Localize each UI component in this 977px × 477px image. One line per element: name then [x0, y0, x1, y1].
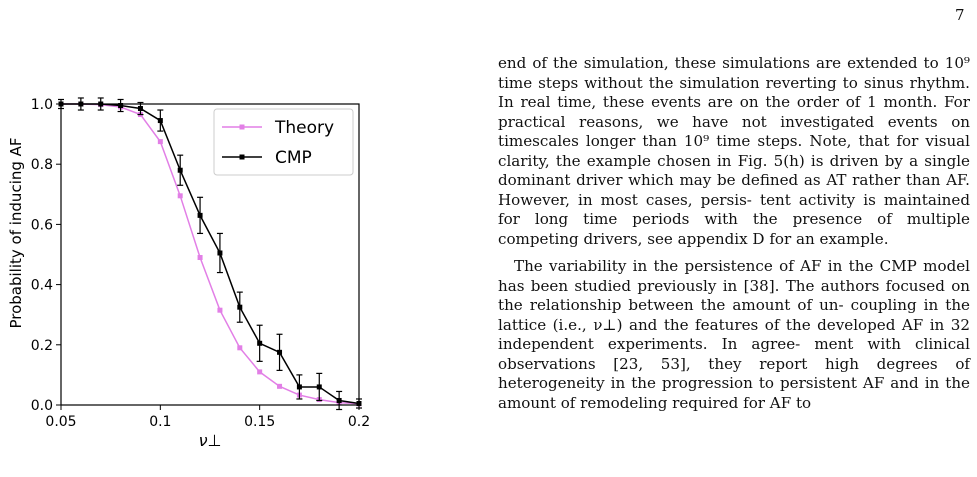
legend-box — [213, 108, 354, 176]
text-line: The variability in the persistence of AF… — [514, 257, 917, 275]
y-tick-label: 0.2 — [31, 338, 53, 354]
data-point-cmp — [336, 397, 342, 403]
data-point-cmp — [118, 103, 124, 109]
data-point-cmp — [197, 212, 203, 218]
data-point-theory — [277, 383, 283, 389]
text-line: AF and in the amount of remodeling requi… — [498, 374, 970, 412]
series-cmp — [58, 97, 362, 411]
y-tick-label: 0.8 — [31, 157, 53, 173]
x-axis-label: ν⊥ — [199, 431, 222, 450]
data-point-theory — [257, 369, 263, 375]
text-line: ment with clinical observations [23, 53]… — [498, 335, 970, 373]
data-point-cmp — [257, 340, 263, 346]
data-point-theory — [177, 193, 183, 199]
data-point-theory — [197, 255, 203, 261]
data-point-theory — [217, 307, 223, 313]
series-line-theory — [61, 103, 360, 405]
text-line: presence of multiple competing drivers, … — [498, 210, 970, 248]
y-axis-label-group: Probability of inducing AF — [7, 137, 25, 328]
legend-marker-cmp — [239, 154, 245, 160]
text-line: driven by a single dominant driver which… — [498, 151, 970, 190]
text-line: focused on the relationship between the … — [498, 276, 970, 315]
legend-label-theory: Theory — [274, 118, 334, 138]
y-tick-label: 0.4 — [31, 278, 53, 294]
y-tick-label: 1.0 — [31, 97, 53, 113]
text-line: end of the simulation, these simulations… — [498, 54, 939, 72]
data-point-theory — [157, 139, 163, 145]
text-line: 10⁹ time steps without the simulation re… — [498, 54, 970, 92]
legend: Theory CMP — [213, 108, 354, 176]
text-line: degrees of heterogeneity in the progress… — [498, 354, 970, 393]
x-tick-label: 0.2 — [348, 414, 370, 430]
text-line: as AT rather than AF. However, in most c… — [498, 171, 970, 209]
series-line-cmp — [61, 103, 360, 405]
data-point-cmp — [316, 384, 322, 390]
data-point-cmp — [177, 167, 183, 173]
legend-label-cmp: CMP — [275, 148, 312, 168]
data-point-cmp — [296, 384, 302, 390]
text-line: developed AF in 32 independent experimen… — [498, 315, 970, 354]
text-line: for an example. — [769, 229, 889, 248]
data-point-cmp — [137, 106, 143, 112]
paragraph-2: The variability in the persistence of AF… — [498, 257, 970, 413]
data-point-theory — [237, 345, 243, 351]
data-point-cmp — [277, 349, 283, 355]
legend-marker-theory — [239, 124, 245, 130]
data-point-cmp — [157, 118, 163, 124]
x-tick-label: 0.15 — [244, 414, 275, 430]
text-line: coupling in the lattice (i.e., ν⊥) and t… — [498, 296, 970, 334]
data-point-cmp — [217, 250, 223, 256]
body-text: end of the simulation, these simulations… — [498, 54, 970, 413]
chart: Probability of inducing AF 0.00.20.40.60… — [7, 97, 370, 450]
x-tick-label: 0.1 — [149, 414, 171, 430]
text-line: month. For practical reasons, we have no… — [498, 93, 970, 131]
y-axis-label: Probability of inducing AF — [7, 137, 25, 328]
plot-frame — [60, 103, 360, 406]
paragraph-1: end of the simulation, these simulations… — [498, 54, 970, 249]
text-line: events on timescales longer than 10⁹ tim… — [498, 112, 971, 151]
page-number: 7 — [955, 6, 965, 24]
text-line: tent activity is maintained for long tim… — [498, 190, 970, 229]
data-point-cmp — [237, 304, 243, 310]
y-tick-label: 0.6 — [31, 217, 53, 233]
text-line: that for visual clarity, the example cho… — [498, 132, 971, 170]
text-line: rhythm. In real time, these events are o… — [498, 73, 970, 112]
y-tick-label: 0.0 — [31, 398, 53, 414]
text-line: model has been studied previously in [38… — [498, 257, 970, 295]
x-ticks: 0.05 0.1 0.15 0.2 — [45, 405, 370, 430]
x-tick-label: 0.05 — [45, 414, 76, 430]
y-ticks: 0.0 0.2 0.4 0.6 0.8 1.0 — [31, 97, 61, 414]
